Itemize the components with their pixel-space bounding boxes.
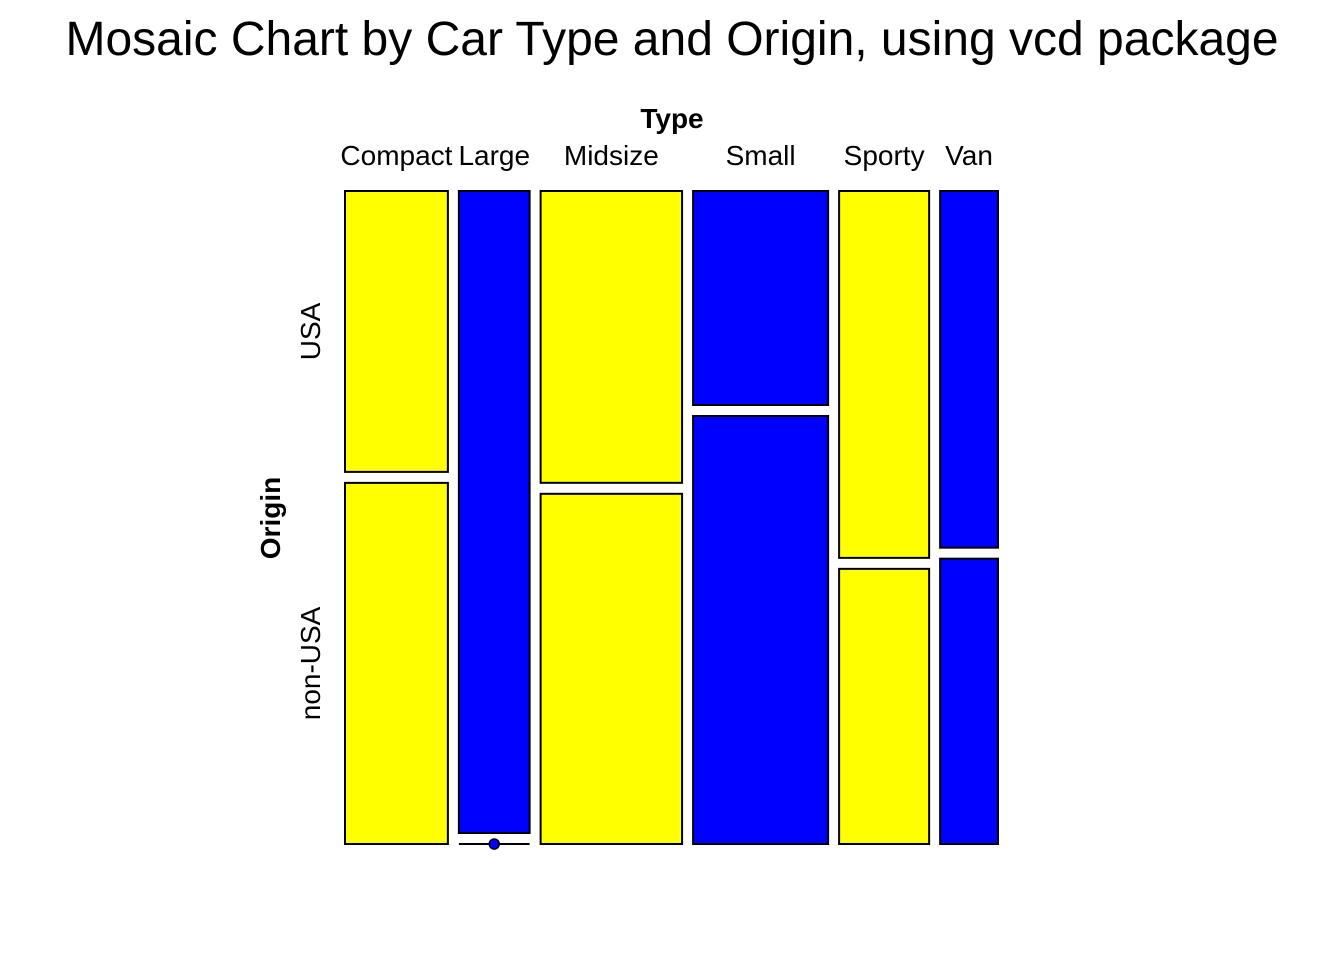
column-level-labels: Compact Large Midsize Small Sporty Van xyxy=(340,140,993,171)
cell-van-usa xyxy=(939,190,1000,549)
column-label-sporty: Sporty xyxy=(844,140,925,171)
cell-large-usa xyxy=(457,190,531,834)
mosaic-cells xyxy=(344,190,1000,850)
cell-small-usa xyxy=(692,190,830,406)
chart-title: Mosaic Chart by Car Type and Origin, usi… xyxy=(65,13,1279,66)
column-label-small: Small xyxy=(726,140,796,171)
row-label-non-usa: non-USA xyxy=(295,606,326,720)
cell-compact-non-usa xyxy=(344,481,449,846)
cell-small-non-usa xyxy=(692,415,830,845)
row-level-labels: USA non-USA xyxy=(295,302,326,720)
cell-midsize-usa xyxy=(539,190,684,484)
cell-van-non-usa xyxy=(939,557,1000,845)
cell-sporty-usa xyxy=(838,190,931,559)
row-variable-label: Origin xyxy=(255,477,286,559)
cell-compact-usa xyxy=(344,190,449,473)
cell-large-non-usa-empty xyxy=(458,838,530,850)
cell-sporty-non-usa xyxy=(838,567,931,845)
column-label-large: Large xyxy=(458,140,530,171)
row-label-usa: USA xyxy=(295,302,326,360)
column-label-midsize: Midsize xyxy=(564,140,659,171)
cell-large-non-usa-dot xyxy=(488,838,500,850)
cell-midsize-non-usa xyxy=(539,492,684,845)
column-label-van: Van xyxy=(945,140,993,171)
column-label-compact: Compact xyxy=(340,140,452,171)
column-variable-label: Type xyxy=(640,103,703,134)
